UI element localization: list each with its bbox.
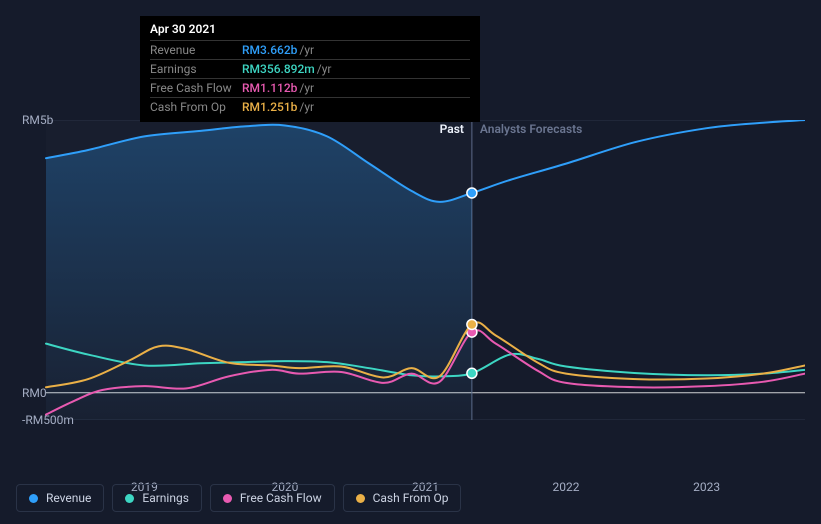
- past-label: Past: [440, 122, 464, 136]
- tooltip-metric-label: Cash From Op: [150, 100, 242, 114]
- tooltip-metric-value: RM356.892m: [242, 62, 315, 76]
- tooltip-metric-label: Revenue: [150, 43, 242, 57]
- tooltip-row: Free Cash FlowRM1.112b /yr: [150, 79, 470, 98]
- legend: Revenue Earnings Free Cash Flow Cash From O…: [16, 484, 461, 512]
- legend-label: Revenue: [46, 491, 91, 505]
- forecast-label: Analysts Forecasts: [480, 122, 582, 136]
- tooltip-metric-value: RM3.662b: [242, 43, 297, 57]
- y-axis-label: RM0: [22, 386, 47, 400]
- tooltip-metric-unit: /yr: [299, 100, 314, 114]
- legend-item-fcf[interactable]: Free Cash Flow: [210, 484, 335, 512]
- legend-label: Free Cash Flow: [240, 491, 322, 505]
- tooltip-metric-value: RM1.112b: [242, 81, 297, 95]
- tooltip-metric-label: Free Cash Flow: [150, 81, 242, 95]
- x-axis-label: 2022: [553, 480, 580, 494]
- tooltip-row: RevenueRM3.662b /yr: [150, 41, 470, 60]
- y-axis-label: RM5b: [22, 113, 53, 127]
- chart-svg: [16, 120, 805, 420]
- y-axis-label: -RM500m: [22, 413, 74, 427]
- legend-dot-icon: [29, 494, 38, 503]
- legend-label: Earnings: [142, 491, 189, 505]
- tooltip-metric-unit: /yr: [299, 81, 314, 95]
- tooltip-metric-unit: /yr: [317, 62, 332, 76]
- tooltip-row: Cash From OpRM1.251b /yr: [150, 98, 470, 116]
- tooltip-date: Apr 30 2021: [150, 22, 470, 41]
- legend-item-cfo[interactable]: Cash From Op: [343, 484, 462, 512]
- legend-dot-icon: [356, 494, 365, 503]
- legend-label: Cash From Op: [373, 491, 449, 505]
- tooltip-row: EarningsRM356.892m /yr: [150, 60, 470, 79]
- legend-item-revenue[interactable]: Revenue: [16, 484, 104, 512]
- x-axis-label: 2023: [693, 480, 720, 494]
- tooltip: Apr 30 2021 RevenueRM3.662b /yrEarningsR…: [140, 16, 480, 122]
- legend-dot-icon: [125, 494, 134, 503]
- tooltip-metric-value: RM1.251b: [242, 100, 297, 114]
- tooltip-metric-unit: /yr: [299, 43, 314, 57]
- tooltip-metric-label: Earnings: [150, 62, 242, 76]
- legend-dot-icon: [223, 494, 232, 503]
- chart-area[interactable]: RM5bRM0-RM500m 20192020202120222023 Past…: [16, 120, 805, 474]
- legend-item-earnings[interactable]: Earnings: [112, 484, 202, 512]
